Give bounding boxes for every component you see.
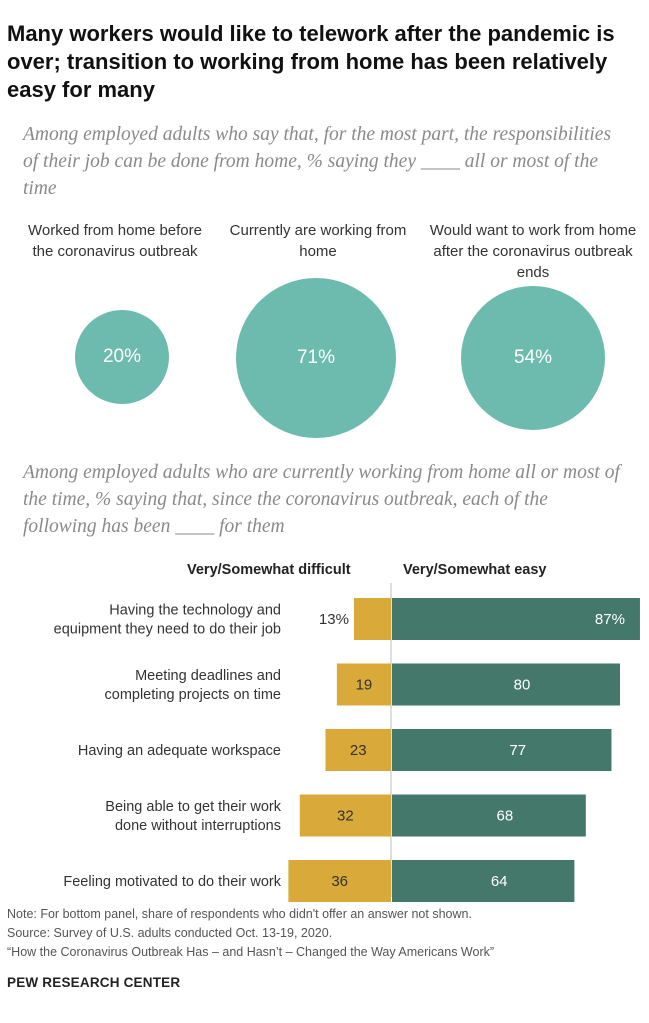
top-panel-subtitle: Among employed adults who say that, for …: [23, 124, 612, 199]
bar-easy: [392, 598, 640, 640]
bubble-label-before: Worked from home before the coronavirus …: [28, 222, 202, 260]
category-label: Having an adequate workspace: [78, 743, 281, 759]
data-label-difficult: 23: [350, 742, 367, 759]
data-label-easy: 80: [514, 677, 531, 694]
bar-easy: [392, 860, 575, 902]
bar-difficult: [299, 794, 391, 837]
bubble-currently: 71%: [236, 278, 396, 438]
bubble-value-before: 20%: [102, 346, 142, 367]
bubble-label-currently: Currently are working from home: [229, 222, 407, 260]
bubble-after: 54%: [461, 286, 605, 430]
easy-column-header: Very/Somewhat easy: [403, 562, 547, 578]
data-label-difficult: 13%: [319, 611, 349, 628]
brand-logo-text: PEW RESEARCH CENTER: [7, 975, 181, 990]
footnote-note: Note: For bottom panel, share of respond…: [7, 907, 472, 921]
chart-title: Many workers would like to telework afte…: [7, 21, 615, 102]
bottom-panel-subtitle: Among employed adults who are currently …: [23, 462, 620, 537]
bubble-value-currently: 71%: [296, 347, 336, 368]
data-label-easy: 77: [509, 742, 526, 759]
bar-easy: [392, 794, 586, 837]
footnote-report: “How the Coronavirus Outbreak Has – and …: [7, 945, 495, 959]
bar-easy: [392, 663, 620, 706]
bar-difficult: [288, 860, 391, 902]
data-label-difficult: 36: [331, 873, 348, 890]
bar-difficult: [325, 729, 391, 771]
category-label: Feeling motivated to do their work: [63, 874, 281, 890]
category-label: Being able to get their work done without…: [105, 799, 281, 834]
data-label-easy: 68: [497, 808, 514, 825]
bubble-before: 20%: [75, 310, 169, 404]
data-label-easy: 64: [491, 873, 508, 890]
bubble-label-after: Would want to work from home after the c…: [429, 222, 637, 281]
data-label-easy: 87%: [595, 611, 625, 628]
bar-easy: [392, 729, 612, 771]
bar-difficult: [353, 598, 391, 640]
data-label-difficult: 19: [356, 677, 373, 694]
data-label-difficult: 32: [337, 808, 354, 825]
bubble-value-after: 54%: [513, 347, 553, 368]
category-label: Meeting deadlines and completing projects…: [105, 668, 282, 703]
bar-difficult: [336, 663, 391, 706]
footnote-source: Source: Survey of U.S. adults conducted …: [7, 926, 333, 940]
category-label: Having the technology and equipment they …: [54, 603, 281, 638]
difficult-column-header: Very/Somewhat difficult: [187, 562, 351, 578]
